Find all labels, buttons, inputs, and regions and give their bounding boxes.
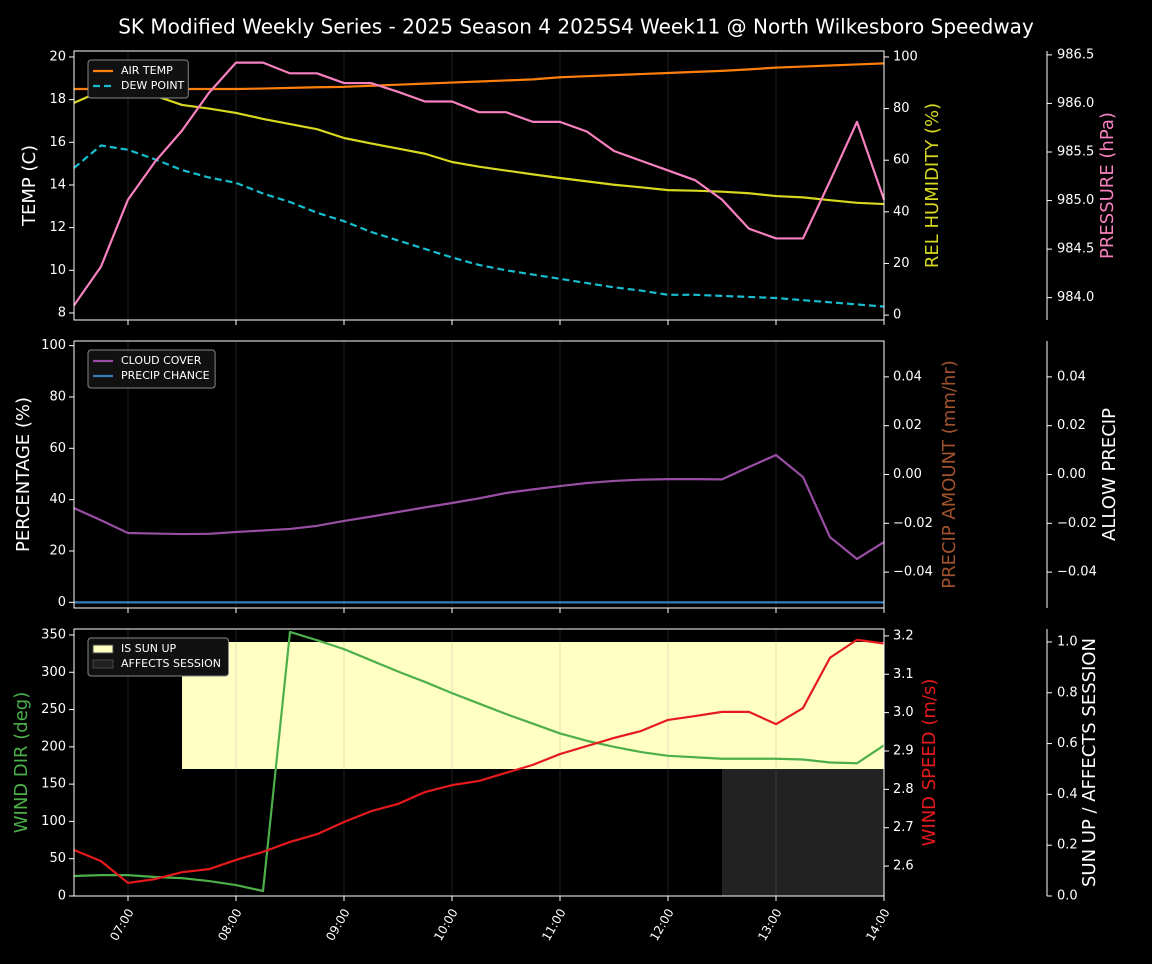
- y-tick-label: 100: [41, 814, 66, 829]
- y3-tick-label: 0.4: [1057, 787, 1078, 802]
- y3-axis-label: PRESSURE (hPa): [1097, 112, 1118, 259]
- y-axis-label: PERCENTAGE (%): [13, 397, 34, 552]
- y2-tick-label: 40: [893, 204, 910, 219]
- line: [73, 89, 885, 206]
- y-tick-label: 40: [49, 492, 66, 507]
- y3-tick-label: 0.02: [1057, 418, 1086, 433]
- y3-tick-label: 986.0: [1057, 96, 1094, 111]
- legend-label: DEW POINT: [121, 79, 185, 92]
- y3-tick-label: 0.0: [1057, 889, 1078, 904]
- y-axis-label: WIND DIR (deg): [11, 692, 32, 834]
- y-axis-label: TEMP (C): [19, 145, 40, 227]
- y-tick-label: 20: [49, 544, 66, 559]
- y3-axis-label: SUN UP / AFFECTS SESSION: [1079, 638, 1100, 887]
- plot-frame: [73, 628, 885, 897]
- legend-swatch: [92, 659, 114, 669]
- y2-tick-label: 0.02: [893, 418, 922, 433]
- legend-label: IS SUN UP: [121, 642, 177, 655]
- chart-title: SK Modified Weekly Series - 2025 Season …: [118, 15, 1034, 39]
- y2-tick-label: 100: [893, 49, 918, 64]
- line: [73, 144, 885, 308]
- y-tick-label: 100: [41, 338, 66, 353]
- y3-tick-label: 0.04: [1057, 369, 1086, 384]
- y2-tick-label: 20: [893, 256, 910, 271]
- y-tick-label: 50: [49, 851, 66, 866]
- legend-box: [87, 349, 216, 389]
- y3-tick-label: 0.8: [1057, 685, 1078, 700]
- y2-tick-label: 2.9: [893, 743, 914, 758]
- y2-tick-label: 60: [893, 153, 910, 168]
- legend-swatch: [92, 644, 114, 654]
- y3-tick-label: 1.0: [1057, 634, 1078, 649]
- y-tick-label: 200: [41, 739, 66, 754]
- y-tick-label: 20: [49, 49, 66, 64]
- y3-tick-label: 985.0: [1057, 193, 1094, 208]
- y-tick-label: 250: [41, 702, 66, 717]
- y3-tick-label: 0.6: [1057, 736, 1078, 751]
- line: [73, 453, 885, 561]
- area: [722, 768, 884, 896]
- y-tick-label: 80: [49, 389, 66, 404]
- y3-tick-label: −0.04: [1057, 565, 1097, 580]
- y2-tick-label: 0.04: [893, 369, 922, 384]
- line: [74, 62, 885, 92]
- y3-tick-label: 0.00: [1057, 467, 1086, 482]
- legend-label: AFFECTS SESSION: [121, 657, 221, 670]
- y-tick-label: 0: [58, 595, 66, 610]
- y2-tick-label: 3.2: [893, 628, 914, 643]
- y2-tick-label: 0.00: [893, 467, 922, 482]
- y3-tick-label: 0.2: [1057, 838, 1078, 853]
- y3-tick-label: 984.5: [1057, 242, 1094, 257]
- y2-tick-label: 2.6: [893, 859, 914, 874]
- y-tick-label: 350: [41, 627, 66, 642]
- y2-tick-label: 80: [893, 101, 910, 116]
- y-tick-label: 300: [41, 665, 66, 680]
- y-tick-label: 60: [49, 441, 66, 456]
- legend-box: [87, 59, 189, 99]
- y2-tick-label: 3.1: [893, 667, 914, 682]
- y2-tick-label: −0.04: [893, 565, 933, 580]
- y3-axis-label: ALLOW PRECIP: [1099, 408, 1120, 541]
- y2-tick-label: 2.8: [893, 782, 914, 797]
- legend-label: PRECIP CHANCE: [121, 369, 210, 382]
- y3-tick-label: 984.0: [1057, 290, 1094, 305]
- line: [73, 638, 885, 885]
- line: [73, 61, 886, 307]
- y-tick-label: 12: [49, 220, 66, 235]
- y2-tick-label: 2.7: [893, 820, 914, 835]
- legend-box: [87, 637, 229, 677]
- plot-frame: [73, 50, 885, 321]
- y-tick-label: 150: [41, 777, 66, 792]
- y-tick-label: 8: [58, 305, 66, 320]
- y2-axis-label: PRECIP AMOUNT (mm/hr): [939, 360, 960, 589]
- y2-axis-label: REL HUMIDITY (%): [922, 103, 943, 268]
- y2-tick-label: 0: [893, 308, 901, 323]
- y-tick-label: 16: [49, 135, 66, 150]
- y2-tick-label: 3.0: [893, 705, 914, 720]
- y-tick-label: 0: [58, 889, 66, 904]
- legend-label: AIR TEMP: [121, 64, 173, 77]
- y-tick-label: 18: [49, 92, 66, 107]
- y3-tick-label: −0.02: [1057, 516, 1097, 531]
- legend-label: CLOUD COVER: [121, 354, 202, 367]
- y2-tick-label: −0.02: [893, 516, 933, 531]
- area: [182, 641, 884, 769]
- y3-tick-label: 985.5: [1057, 144, 1094, 159]
- y-tick-label: 14: [49, 177, 66, 192]
- line: [73, 630, 885, 893]
- y-tick-label: 10: [49, 263, 66, 278]
- y2-axis-label: WIND SPEED (m/s): [919, 679, 940, 847]
- y3-tick-label: 986.5: [1057, 47, 1094, 62]
